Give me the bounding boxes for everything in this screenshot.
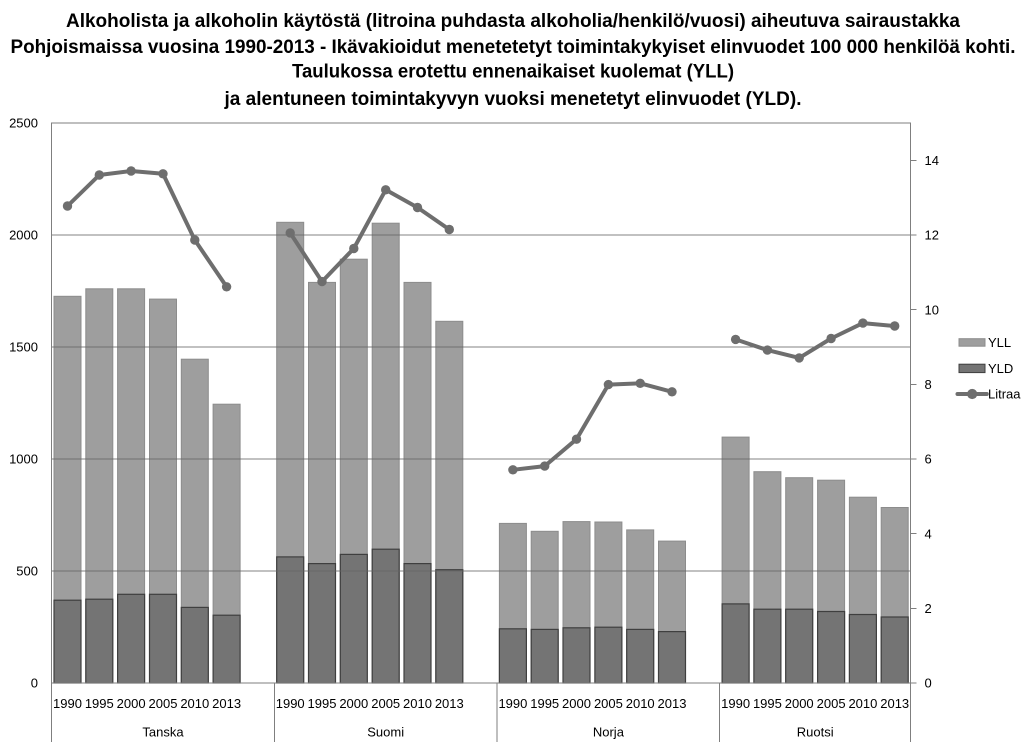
- svg-text:2010: 2010: [626, 696, 655, 711]
- svg-text:2013: 2013: [212, 696, 241, 711]
- svg-text:2005: 2005: [371, 696, 400, 711]
- svg-text:Taulukossa erotettu ennenaikai: Taulukossa erotettu ennenaikaiset kuolem…: [292, 62, 734, 83]
- svg-text:2005: 2005: [594, 696, 623, 711]
- svg-text:2500: 2500: [9, 116, 38, 131]
- svg-text:2000: 2000: [339, 696, 368, 711]
- svg-text:1995: 1995: [308, 696, 337, 711]
- svg-text:500: 500: [16, 564, 38, 579]
- svg-text:2013: 2013: [658, 696, 687, 711]
- svg-text:12: 12: [925, 228, 939, 243]
- svg-text:2010: 2010: [180, 696, 209, 711]
- svg-text:Alkoholista ja alkoholin käytö: Alkoholista ja alkoholin käytöstä (litro…: [66, 11, 960, 32]
- svg-text:0: 0: [31, 676, 38, 691]
- svg-text:2000: 2000: [562, 696, 591, 711]
- svg-text:1990: 1990: [721, 696, 750, 711]
- svg-text:1990: 1990: [498, 696, 527, 711]
- svg-text:6: 6: [925, 452, 932, 467]
- svg-text:2013: 2013: [435, 696, 464, 711]
- svg-text:Suomi: Suomi: [367, 724, 404, 739]
- svg-text:Litraa: Litraa: [988, 387, 1021, 402]
- svg-text:YLD: YLD: [988, 361, 1013, 376]
- svg-text:1000: 1000: [9, 452, 38, 467]
- svg-text:2010: 2010: [848, 696, 877, 711]
- svg-text:10: 10: [925, 302, 939, 317]
- svg-text:1995: 1995: [85, 696, 114, 711]
- svg-text:Norja: Norja: [593, 724, 625, 739]
- svg-text:1995: 1995: [753, 696, 782, 711]
- svg-text:2000: 2000: [9, 228, 38, 243]
- svg-text:8: 8: [925, 377, 932, 392]
- svg-text:2010: 2010: [403, 696, 432, 711]
- svg-text:1500: 1500: [9, 340, 38, 355]
- svg-text:Tanska: Tanska: [142, 724, 184, 739]
- svg-text:ja alentuneen toimintakyvyn vu: ja alentuneen toimintakyvyn vuoksi menet…: [223, 89, 801, 110]
- svg-text:2000: 2000: [785, 696, 814, 711]
- svg-text:1990: 1990: [276, 696, 305, 711]
- svg-text:4: 4: [925, 526, 932, 541]
- svg-text:14: 14: [925, 153, 939, 168]
- svg-text:2005: 2005: [149, 696, 178, 711]
- svg-text:YLL: YLL: [988, 335, 1011, 350]
- svg-text:1990: 1990: [53, 696, 82, 711]
- svg-text:2013: 2013: [880, 696, 909, 711]
- svg-text:2005: 2005: [817, 696, 846, 711]
- svg-text:2: 2: [925, 601, 932, 616]
- svg-text:0: 0: [925, 676, 932, 691]
- svg-text:Pohjoismaissa vuosina 1990-201: Pohjoismaissa vuosina 1990-2013 - Ikävak…: [11, 37, 1016, 58]
- svg-text:2000: 2000: [117, 696, 146, 711]
- svg-text:1995: 1995: [530, 696, 559, 711]
- svg-text:Ruotsi: Ruotsi: [797, 724, 834, 739]
